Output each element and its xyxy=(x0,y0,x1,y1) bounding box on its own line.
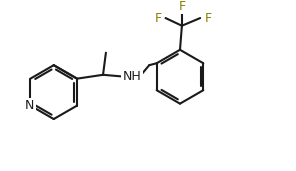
Text: F: F xyxy=(204,12,211,25)
Text: F: F xyxy=(154,12,161,25)
Text: F: F xyxy=(178,0,186,13)
Text: N: N xyxy=(25,99,34,112)
Text: NH: NH xyxy=(123,70,141,83)
